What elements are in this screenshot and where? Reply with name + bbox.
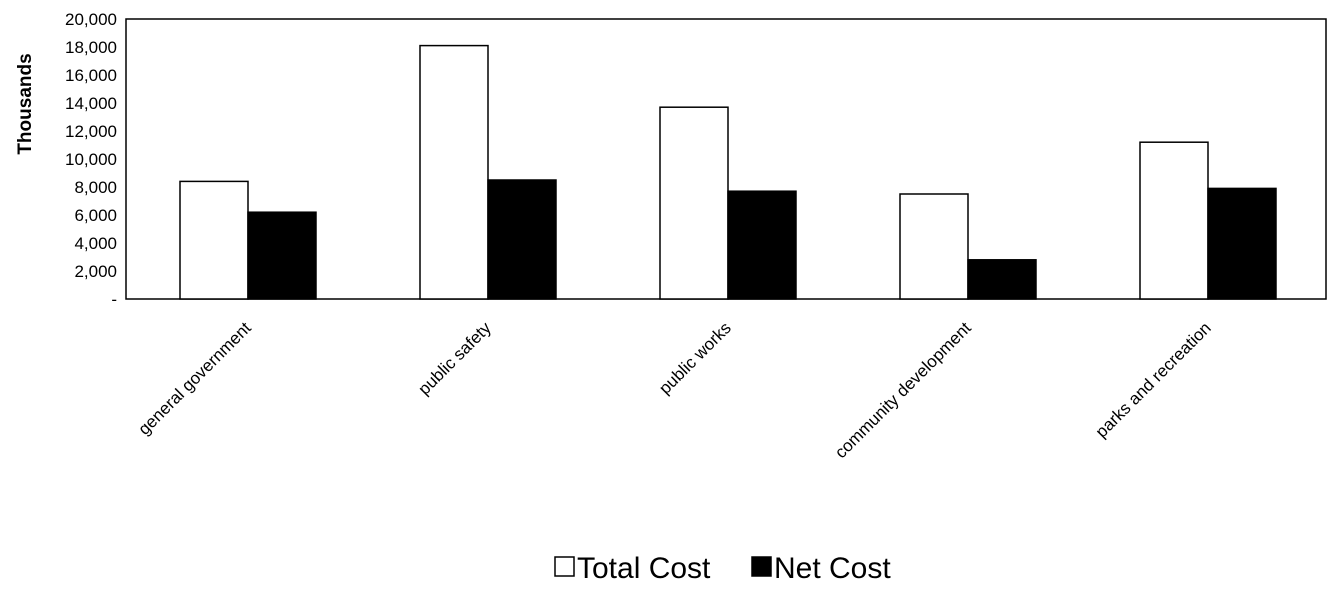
y-axis-title: Thousands [15, 53, 36, 154]
bar-total-cost [179, 180, 249, 300]
legend: Total Cost Net Cost [554, 552, 891, 585]
legend-label-total-cost: Total Cost [577, 552, 711, 585]
bar-total-cost [659, 106, 729, 300]
x-category-label: parks and recreation [1092, 318, 1215, 441]
y-tick-label: 8,000 [74, 178, 117, 197]
legend-swatch-net-cost [751, 556, 772, 577]
x-category-label: general government [134, 318, 255, 439]
y-tick-label: - [111, 290, 117, 309]
bar-total-cost [419, 44, 489, 300]
x-category-label: public safety [415, 318, 496, 399]
x-axis-labels: general government public safety public wo… [134, 318, 1214, 462]
bars-group [179, 44, 1277, 300]
x-category-label: public works [655, 318, 735, 398]
bar-total-cost [1139, 141, 1209, 300]
y-tick-label: 16,000 [65, 66, 117, 85]
bar-total-cost [899, 193, 969, 300]
bar-net-cost [727, 190, 797, 300]
y-tick-label: 14,000 [65, 94, 117, 113]
y-tick-label: 10,000 [65, 150, 117, 169]
legend-swatch-total-cost [554, 556, 575, 577]
bar-net-cost [967, 259, 1037, 300]
bar-net-cost [1207, 187, 1277, 300]
x-category-label: community development [831, 318, 975, 462]
y-tick-label: 12,000 [65, 122, 117, 141]
y-axis-ticks: - 2,000 4,000 6,000 8,000 10,000 12,000 14,000 1… [65, 10, 117, 309]
legend-label-net-cost: Net Cost [774, 552, 891, 585]
y-tick-label: 20,000 [65, 10, 117, 29]
y-tick-label: 4,000 [74, 234, 117, 253]
bar-net-cost [247, 211, 317, 300]
y-tick-label: 2,000 [74, 262, 117, 281]
y-tick-label: 6,000 [74, 206, 117, 225]
bar-net-cost [487, 179, 557, 300]
y-tick-label: 18,000 [65, 38, 117, 57]
